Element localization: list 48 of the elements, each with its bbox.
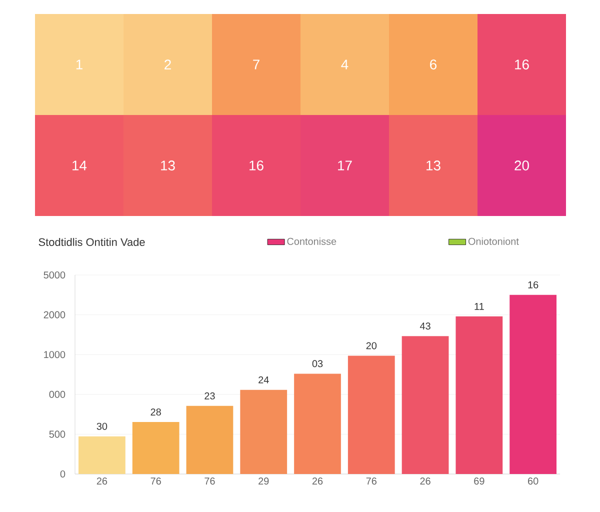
text: 5000 bbox=[44, 271, 66, 279]
bar bbox=[348, 356, 395, 474]
x-tick-label: 26 bbox=[420, 478, 430, 485]
x-tick-label: 76 bbox=[204, 478, 215, 485]
annotation: 03 bbox=[312, 360, 323, 368]
x-tick-label: 76 bbox=[366, 478, 376, 485]
text: 500 bbox=[49, 430, 66, 438]
data-label: 17 bbox=[338, 160, 352, 170]
text: 1000 bbox=[44, 351, 66, 358]
data-label: 20 bbox=[514, 160, 529, 170]
x-tick-label: 76 bbox=[150, 478, 161, 485]
x-tick-label: 69 bbox=[474, 478, 484, 485]
data-label: 4 bbox=[341, 60, 348, 70]
data-label: 7 bbox=[253, 60, 260, 70]
bar bbox=[510, 294, 557, 474]
data-label: 16 bbox=[250, 160, 264, 170]
data-label: 1 bbox=[76, 60, 82, 70]
bar bbox=[132, 422, 180, 474]
text: 2000 bbox=[44, 311, 66, 318]
bar bbox=[456, 316, 503, 474]
annotation: 24 bbox=[258, 376, 269, 384]
data-label: 14 bbox=[72, 160, 87, 170]
annotation: 43 bbox=[420, 322, 430, 330]
text: 16 bbox=[528, 281, 538, 288]
x-tick-label: 26 bbox=[96, 478, 108, 485]
data-label: 13 bbox=[161, 160, 175, 170]
legend-label: Oniotoniont bbox=[468, 238, 519, 245]
annotation: 11 bbox=[474, 303, 484, 310]
annotation: 30 bbox=[96, 422, 108, 430]
legend-label: Contonisse bbox=[287, 238, 336, 245]
text: 0 bbox=[60, 470, 66, 478]
bar bbox=[402, 336, 449, 474]
data-label: 13 bbox=[426, 160, 440, 170]
bar bbox=[240, 390, 288, 474]
annotation: 23 bbox=[204, 392, 215, 400]
annotation: 20 bbox=[366, 342, 377, 350]
bar bbox=[186, 406, 234, 474]
text: 000 bbox=[49, 390, 66, 398]
data-label: 6 bbox=[430, 60, 437, 70]
chart-title: Stodtidlis Ontitin Vade bbox=[38, 238, 145, 246]
annotation: 28 bbox=[150, 408, 161, 416]
data-label: 16 bbox=[515, 60, 529, 70]
data-label: 2 bbox=[164, 60, 171, 70]
x-tick-label: 60 bbox=[528, 478, 538, 485]
bar bbox=[78, 436, 126, 474]
x-tick-label: 26 bbox=[312, 478, 323, 485]
x-tick-label: 29 bbox=[258, 478, 269, 485]
bar bbox=[294, 374, 341, 474]
